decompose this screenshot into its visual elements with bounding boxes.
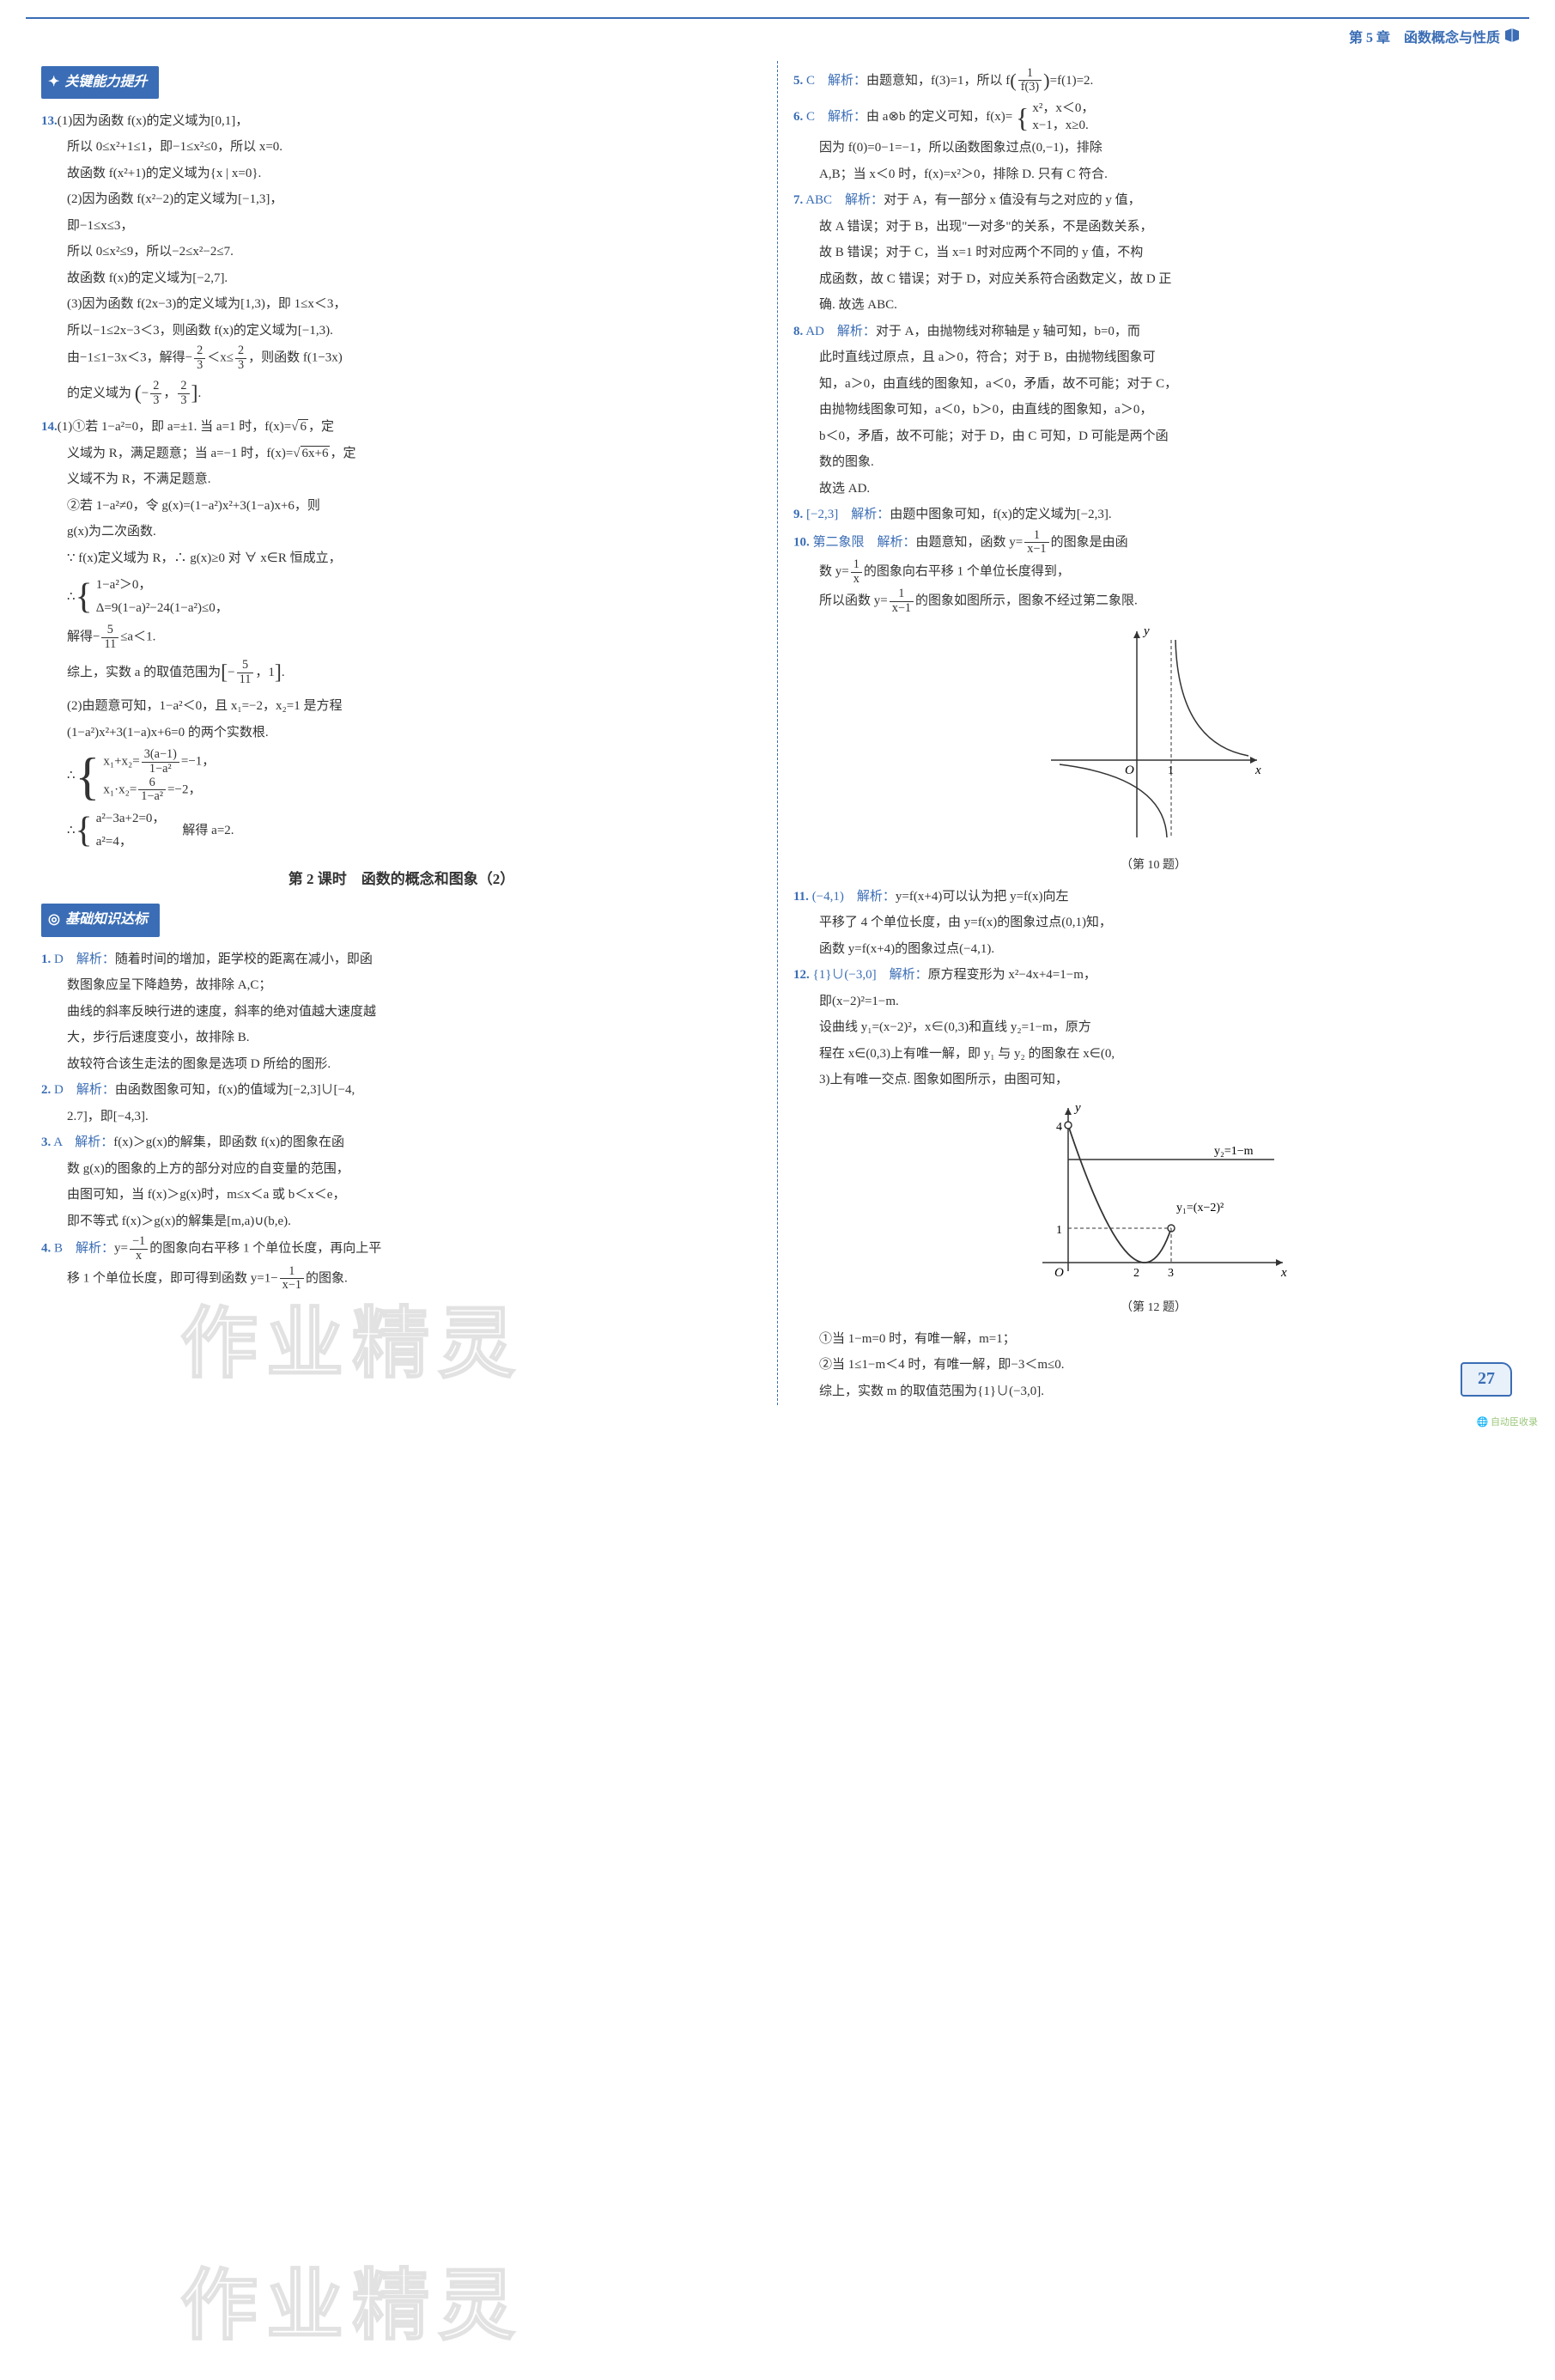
figure-q12: x y O 4 1 2 3 y₂=1−m	[793, 1099, 1514, 1320]
top-border	[26, 17, 1529, 19]
svg-text:O: O	[1054, 1266, 1064, 1280]
svg-text:y: y	[1073, 1101, 1081, 1115]
svg-text:x: x	[1254, 764, 1261, 777]
q13-p2: 所以 0≤x²+1≤1，即−1≤x²≤0，所以 x=0.	[41, 135, 762, 160]
q14-p4: ②若 1−a²≠0，令 g(x)=(1−a²)x²+3(1−a)x+6，则	[41, 494, 762, 519]
q14-brace1: ∴{ 1−a²＞0， Δ=9(1−a)²−24(1−a²)≤0，	[67, 574, 762, 620]
q14-p10: (1−a²)x²+3(1−a)x+6=0 的两个实数根.	[41, 721, 762, 746]
page-number: 27	[1461, 1362, 1512, 1397]
q13-num: 13.	[41, 114, 58, 128]
brace-icon: {	[76, 579, 93, 615]
banner-key-ability: 关键能力提升	[41, 66, 159, 99]
q13-p4: (2)因为函数 f(x²−2)的定义域为[−1,3]，	[41, 187, 762, 212]
q2: 2. D 解析：由函数图象可知，f(x)的值域为[−2,3]∪[−4,	[41, 1078, 762, 1103]
q13-p9: 所以−1≤2x−3＜3，则函数 f(x)的定义域为[−1,3).	[41, 319, 762, 344]
graph-q10: x y O 1	[1042, 623, 1266, 846]
svg-text:4: 4	[1056, 1121, 1062, 1134]
q10: 10. 第二象限 解析：由题意知，函数 y=1x−1的图象是由函	[793, 529, 1514, 557]
brace-icon: {	[76, 813, 93, 849]
q14-num: 14.	[41, 420, 58, 434]
brace-icon: {	[1016, 102, 1029, 133]
svg-text:y₁=(x−2)²: y₁=(x−2)²	[1176, 1202, 1224, 1214]
q13-p5: 即−1≤x≤3，	[41, 214, 762, 239]
q13-p3: 故函数 f(x²+1)的定义域为{x | x=0}.	[41, 161, 762, 186]
q14-p7: 解得−511≤a＜1.	[41, 624, 762, 651]
q11: 11. (−4,1) 解析：y=f(x+4)可以认为把 y=f(x)向左	[793, 885, 1514, 910]
watermark: 作业精灵	[180, 2233, 524, 2380]
q14-p8: 综上，实数 a 的取值范围为[−511，1].	[41, 654, 762, 693]
q12: 12. {1}∪(−3,0] 解析：原方程变形为 x²−4x+4=1−m，	[793, 963, 1514, 988]
q6: 6. C 解析：由 a⊗b 的定义可知，f(x)= {x²，x＜0，x−1，x≥…	[793, 100, 1514, 134]
q9: 9. [−2,3] 解析：由题中图象可知，f(x)的定义域为[−2,3].	[793, 502, 1514, 527]
chapter-header: 第 5 章 函数概念与性质	[26, 26, 1529, 52]
q14-p5: g(x)为二次函数.	[41, 520, 762, 545]
svg-text:2: 2	[1133, 1267, 1139, 1280]
svg-text:y: y	[1142, 624, 1150, 638]
graph-q12: x y O 4 1 2 3 y₂=1−m	[1017, 1099, 1291, 1288]
q1: 1. D 解析：随着时间的增加，距学校的距离在减小，即函	[41, 947, 762, 972]
q3: 3. A 解析：f(x)＞g(x)的解集，即函数 f(x)的图象在函	[41, 1130, 762, 1155]
q5: 5. C 解析：由题意知，f(3)=1，所以 f(1f(3))=f(1)=2.	[793, 63, 1514, 100]
fig-caption-q12: （第 12 题）	[793, 1297, 1514, 1320]
q4: 4. B 解析：y=−1x的图象向右平移 1 个单位长度，再向上平	[41, 1235, 762, 1263]
chapter-title: 第 5 章 函数概念与性质	[1349, 31, 1500, 46]
q13-line: 13.(1)因为函数 f(x)的定义域为[0,1]，	[41, 109, 762, 134]
banner-basic: 基础知识达标	[41, 904, 160, 936]
q13-p8: (3)因为函数 f(2x−3)的定义域为[1,3)，即 1≤x＜3，	[41, 292, 762, 317]
q14-p3: 义域不为 R，不满足题意.	[41, 467, 762, 492]
q14-p9: (2)由题意可知，1−a²＜0，且 x₁=−2，x₂=1 是方程	[41, 694, 762, 719]
q14-brace3: ∴{ a²−3a+2=0， a²=4， 解得 a=2.	[67, 807, 762, 854]
svg-text:y₂=1−m: y₂=1−m	[1214, 1145, 1254, 1158]
q14-line: 14.(1)①若 1−a²=0，即 a=±1. 当 a=1 时，f(x)=√6，…	[41, 415, 762, 440]
lesson-title: 第 2 课时 函数的概念和图象（2）	[41, 866, 762, 893]
book-icon	[1503, 26, 1521, 52]
q13-p11: 的定义域为 (−23，23].	[41, 374, 762, 414]
svg-text:1: 1	[1168, 764, 1174, 777]
svg-text:1: 1	[1056, 1224, 1062, 1237]
footer-logo: 🌐 自动臣收录	[1477, 1414, 1538, 1432]
q13-p6: 所以 0≤x²≤9，所以−2≤x²−2≤7.	[41, 240, 762, 265]
figure-q10: x y O 1 （第 10 题）	[793, 623, 1514, 878]
right-column: 5. C 解析：由题意知，f(3)=1，所以 f(1f(3))=f(1)=2. …	[778, 61, 1529, 1406]
q14-p6: ∵ f(x)定义域为 R，∴ g(x)≥0 对 ∀ x∈R 恒成立，	[41, 546, 762, 571]
q14-brace2: ∴{ x₁+x₂=3(a−1)1−a²=−1， x₁·x₂=61−a²=−2，	[67, 748, 762, 804]
q13-p10: 由−1≤1−3x＜3，解得−23＜x≤23，则函数 f(1−3x)	[41, 344, 762, 372]
svg-text:x: x	[1280, 1266, 1287, 1280]
q13-p7: 故函数 f(x)的定义域为[−2,7].	[41, 266, 762, 291]
fig-caption-q10: （第 10 题）	[793, 855, 1514, 878]
left-column: 关键能力提升 13.(1)因为函数 f(x)的定义域为[0,1]， 所以 0≤x…	[26, 61, 778, 1406]
svg-text:O: O	[1125, 764, 1134, 777]
q8: 8. AD 解析：对于 A，由抛物线对称轴是 y 轴可知，b=0，而	[793, 320, 1514, 344]
brace-icon: {	[76, 751, 100, 802]
svg-text:3: 3	[1168, 1267, 1174, 1280]
q14-p2: 义域为 R，满足题意；当 a=−1 时，f(x)=√6x+6，定	[41, 441, 762, 466]
q7: 7. ABC 解析：对于 A，有一部分 x 值没有与之对应的 y 值，	[793, 188, 1514, 213]
